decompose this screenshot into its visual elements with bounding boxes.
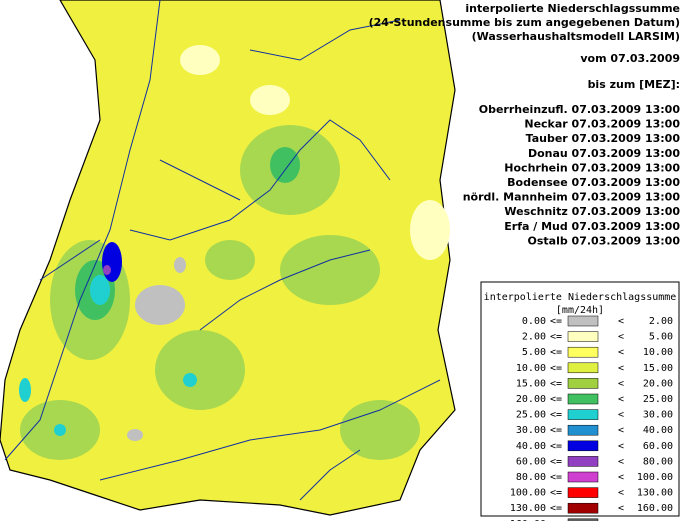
legend-op: < xyxy=(618,332,624,343)
legend-from: 25.00 xyxy=(516,410,546,421)
legend-to: 15.00 xyxy=(643,363,673,374)
legend-swatch xyxy=(567,424,599,436)
legend-to: 130.00 xyxy=(637,488,673,499)
legend-to: 60.00 xyxy=(643,441,673,452)
rivers xyxy=(4,0,441,501)
cyan-area xyxy=(183,373,197,387)
legend-op: < xyxy=(618,441,624,452)
legend-op: < xyxy=(618,363,624,374)
dry-areas xyxy=(127,257,186,441)
region-time: Hochrhein 07.03.2009 13:00 xyxy=(504,161,680,174)
legend-swatch xyxy=(567,471,599,483)
header-line: interpolierte Niederschlagssumme xyxy=(465,2,680,15)
legend-op: < xyxy=(618,394,624,405)
legend-swatch xyxy=(567,346,599,358)
legend-from: 20.00 xyxy=(516,394,546,405)
blue-area xyxy=(102,242,122,282)
region-time: Donau 07.03.2009 13:00 xyxy=(528,147,680,160)
legend-op: < xyxy=(618,347,624,358)
legend-to: 10.00 xyxy=(643,347,673,358)
legend-swatch xyxy=(567,502,599,514)
region-time: Erfa / Mud 07.03.2009 13:00 xyxy=(504,220,680,233)
legend-to: 80.00 xyxy=(643,456,673,467)
legend-to: 5.00 xyxy=(649,332,673,343)
legend-op: <= xyxy=(550,472,562,483)
legend-to: 30.00 xyxy=(643,410,673,421)
legend-from: 80.00 xyxy=(516,472,546,483)
legend-from: 100.00 xyxy=(510,488,546,499)
legend-swatch xyxy=(567,409,599,420)
legend-to: 100.00 xyxy=(637,472,673,483)
legend-op: < xyxy=(618,456,624,467)
legend-from: 2.00 xyxy=(522,332,546,343)
legend-to: 20.00 xyxy=(643,378,673,389)
legend-op: <= xyxy=(550,378,562,389)
legend-title: interpolierte Niederschlagssumme xyxy=(484,292,677,303)
date: vom 07.03.2009 xyxy=(580,52,680,65)
legend-to: 2.00 xyxy=(649,316,673,327)
region-time: Neckar 07.03.2009 13:00 xyxy=(524,118,680,131)
legend-swatch xyxy=(567,378,599,389)
legend-op: <= xyxy=(550,488,562,499)
legend-op: <= xyxy=(550,316,562,327)
legend-swatch xyxy=(567,456,599,467)
region-time: Weschnitz 07.03.2009 13:00 xyxy=(504,205,680,218)
legend-swatch xyxy=(567,518,599,521)
cyan-area xyxy=(54,424,66,436)
cyan-area xyxy=(19,378,31,402)
legend-op: < xyxy=(618,488,624,499)
region-time: Bodensee 07.03.2009 13:00 xyxy=(507,176,680,189)
legend-op: <= xyxy=(550,519,562,521)
legend-op: <= xyxy=(550,441,562,452)
legend-from: 5.00 xyxy=(522,347,546,358)
light-areas xyxy=(180,45,450,260)
legend-op: <= xyxy=(550,503,562,514)
until: bis zum [MEZ]: xyxy=(588,78,680,91)
legend-from: 10.00 xyxy=(516,363,546,374)
region-time: Tauber 07.03.2009 13:00 xyxy=(526,132,681,145)
legend-from: 60.00 xyxy=(516,456,546,467)
legend-op: < xyxy=(618,316,624,327)
legend-swatch xyxy=(567,315,599,327)
purple-area xyxy=(103,265,111,275)
legend-op: < xyxy=(618,378,624,389)
legend-from: 130.00 xyxy=(510,503,546,514)
region-time: Ostalb 07.03.2009 13:00 xyxy=(528,234,681,247)
legend-swatch xyxy=(567,393,599,405)
legend-swatch xyxy=(567,362,599,374)
region-time: Oberrheinzufl. 07.03.2009 13:00 xyxy=(479,103,681,116)
map xyxy=(0,0,456,516)
legend-from: 15.00 xyxy=(516,378,546,389)
legend-op: <= xyxy=(550,410,562,421)
legend-unit: [mm/24h] xyxy=(556,305,604,316)
legend-op: < xyxy=(618,503,624,514)
legend-from: 40.00 xyxy=(516,441,546,452)
region-time: nördl. Mannheim 07.03.2009 13:00 xyxy=(463,191,681,204)
legend-op: < xyxy=(618,410,624,421)
legend-op: <= xyxy=(550,425,562,436)
legend-to: 25.00 xyxy=(643,394,673,405)
legend-to: 40.00 xyxy=(643,425,673,436)
legend-from: 0.00 xyxy=(522,316,546,327)
legend-to: 160.00 xyxy=(637,503,673,514)
legend-op: <= xyxy=(550,363,562,374)
legend-op: < xyxy=(618,472,624,483)
legend-from: 30.00 xyxy=(516,425,546,436)
legend-op: <= xyxy=(550,347,562,358)
legend-swatch xyxy=(567,487,599,498)
legend-swatch xyxy=(567,440,599,452)
legend-op: <= xyxy=(550,456,562,467)
legend-op: <= xyxy=(550,332,562,343)
header-line: (24-Stundensumme bis zum angegebenen Dat… xyxy=(369,16,680,29)
legend-swatch xyxy=(567,331,599,342)
legend-op: < xyxy=(618,425,624,436)
legend-op: <= xyxy=(550,394,562,405)
header-line: (Wasserhaushaltsmodell LARSIM) xyxy=(472,30,680,43)
legend-from: 160.00 xyxy=(510,519,546,521)
cyan-area xyxy=(90,275,110,305)
